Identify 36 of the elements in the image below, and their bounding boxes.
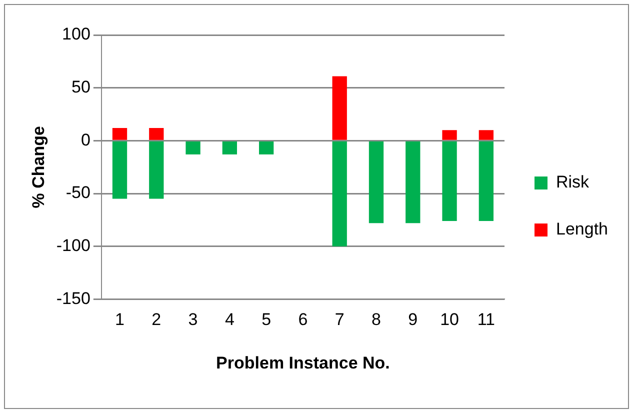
bar (149, 141, 164, 199)
y-tick-label: -100 (56, 236, 90, 256)
bar (112, 141, 128, 199)
y-tick-label: 100 (62, 24, 90, 44)
x-tick-label: 7 (334, 310, 344, 330)
bar (112, 128, 128, 140)
bar (222, 141, 238, 154)
x-axis-title: Problem Instance No. (216, 353, 390, 372)
bar (368, 141, 384, 224)
x-tick-label: 11 (477, 310, 496, 330)
x-tick-label: 1 (115, 310, 124, 330)
y-tick-label: -150 (56, 288, 90, 308)
bar (478, 141, 494, 221)
y-axis-title: % Change (28, 126, 48, 208)
x-tick-label: 6 (298, 310, 308, 330)
legend-label: Length (556, 220, 608, 239)
bar (258, 141, 274, 154)
x-tick-label: 4 (224, 310, 234, 330)
y-tick-label: 0 (80, 130, 90, 150)
bar (406, 141, 420, 224)
y-tick-label: -50 (66, 183, 90, 202)
legend-label: Risk (556, 172, 590, 192)
bar (442, 141, 457, 221)
x-tick-label: 5 (262, 310, 272, 330)
bar (332, 76, 347, 140)
x-tick-label: 2 (152, 310, 162, 330)
bar (186, 141, 200, 154)
x-tick-label: 3 (188, 310, 198, 330)
x-tick-label: 10 (440, 310, 459, 330)
bar (442, 130, 457, 140)
x-tick-label: 8 (372, 310, 381, 330)
bar (332, 141, 347, 246)
x-tick-label: 9 (408, 310, 418, 330)
bar (149, 128, 164, 140)
y-tick-label: 50 (72, 78, 90, 97)
bar (478, 130, 494, 140)
